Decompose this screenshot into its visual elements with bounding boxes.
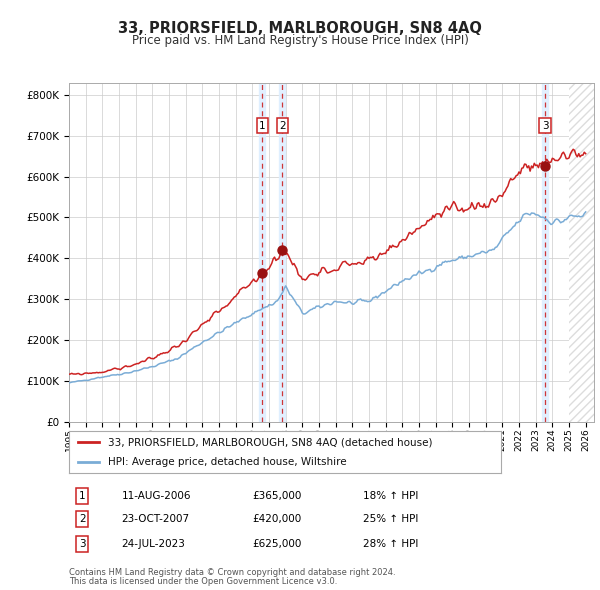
Text: 11-AUG-2006: 11-AUG-2006	[121, 491, 191, 501]
Text: 3: 3	[542, 120, 548, 130]
Text: 2: 2	[279, 120, 286, 130]
Text: 23-OCT-2007: 23-OCT-2007	[121, 514, 190, 524]
Text: 33, PRIORSFIELD, MARLBOROUGH, SN8 4AQ: 33, PRIORSFIELD, MARLBOROUGH, SN8 4AQ	[118, 21, 482, 35]
Text: Price paid vs. HM Land Registry's House Price Index (HPI): Price paid vs. HM Land Registry's House …	[131, 34, 469, 47]
Text: 24-JUL-2023: 24-JUL-2023	[121, 539, 185, 549]
Text: 1: 1	[259, 120, 266, 130]
Text: HPI: Average price, detached house, Wiltshire: HPI: Average price, detached house, Wilt…	[108, 457, 347, 467]
Text: 2: 2	[79, 514, 85, 524]
Bar	[280, 83, 286, 422]
Text: £625,000: £625,000	[253, 539, 302, 549]
Bar	[259, 83, 265, 422]
Bar	[542, 83, 548, 422]
Text: £365,000: £365,000	[253, 491, 302, 501]
Text: This data is licensed under the Open Government Licence v3.0.: This data is licensed under the Open Gov…	[69, 577, 337, 586]
Bar	[569, 83, 594, 422]
Text: 3: 3	[79, 539, 85, 549]
Text: 28% ↑ HPI: 28% ↑ HPI	[363, 539, 418, 549]
Text: Contains HM Land Registry data © Crown copyright and database right 2024.: Contains HM Land Registry data © Crown c…	[69, 568, 395, 576]
Text: 1: 1	[79, 491, 85, 501]
Text: 25% ↑ HPI: 25% ↑ HPI	[363, 514, 418, 524]
Text: £420,000: £420,000	[253, 514, 302, 524]
Bar	[569, 83, 594, 422]
Text: 33, PRIORSFIELD, MARLBOROUGH, SN8 4AQ (detached house): 33, PRIORSFIELD, MARLBOROUGH, SN8 4AQ (d…	[108, 437, 433, 447]
Text: 18% ↑ HPI: 18% ↑ HPI	[363, 491, 418, 501]
